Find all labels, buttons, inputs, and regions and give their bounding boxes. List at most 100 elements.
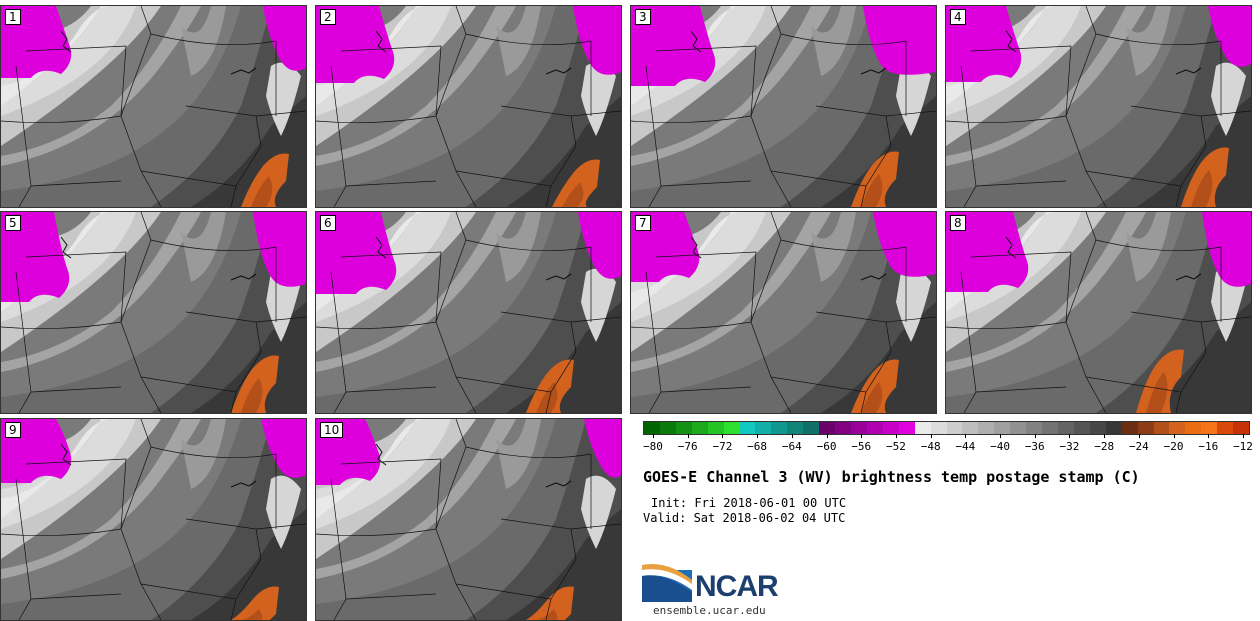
colorbar-swatch: [723, 422, 740, 434]
panel-member-label: 3: [635, 9, 651, 25]
satellite-map: [631, 6, 936, 207]
colorbar-swatch: [850, 422, 867, 434]
postage-stamp-panel: 6: [315, 211, 622, 414]
colorbar-swatch: [739, 422, 756, 434]
colorbar-tick-mark: [826, 434, 828, 438]
satellite-map: [946, 212, 1251, 413]
colorbar-tick-mark: [1034, 434, 1036, 438]
satellite-map: [316, 419, 621, 620]
colorbar: [643, 421, 1250, 435]
colorbar-swatch: [1026, 422, 1043, 434]
colorbar-swatch: [946, 422, 963, 434]
colorbar-swatch: [644, 422, 660, 434]
postage-stamp-panel: 2: [315, 5, 622, 208]
colorbar-swatch: [755, 422, 772, 434]
valid-time: Valid: Sat 2018-06-02 04 UTC: [643, 511, 846, 525]
colorbar-swatch: [898, 422, 915, 434]
colorbar-swatch: [675, 422, 692, 434]
colorbar-swatch: [1010, 422, 1027, 434]
colorbar-tick-mark: [1208, 434, 1210, 438]
postage-stamp-panel: 5: [0, 211, 307, 414]
colorbar-swatch: [1042, 422, 1058, 434]
postage-stamp-panel: 9: [0, 418, 307, 621]
panel-member-label: 5: [5, 215, 21, 231]
colorbar-tick-labels: −80 −76 −72 −68 −64 −60 −56 −52 −48 −44 −40 −36 −32 −…: [643, 440, 1253, 454]
colorbar-swatch: [1185, 422, 1202, 434]
colorbar-swatch: [914, 422, 931, 434]
ncar-logo-text: NCAR: [695, 570, 779, 603]
colorbar-tick-mark: [687, 434, 689, 438]
panel-member-label: 2: [320, 9, 336, 25]
colorbar-tick-mark: [895, 434, 897, 438]
colorbar-swatch: [1233, 422, 1250, 434]
panel-member-label: 8: [950, 215, 966, 231]
postage-stamp-panel: 8: [945, 211, 1252, 414]
postage-stamp-panel: 3: [630, 5, 937, 208]
colorbar-tick-label: −52: [886, 440, 906, 453]
postage-stamp-panel: 7: [630, 211, 937, 414]
colorbar-swatch: [691, 422, 708, 434]
init-time: Init: Fri 2018-06-01 00 UTC: [651, 496, 847, 510]
colorbar-swatch: [1153, 422, 1170, 434]
colorbar-swatch: [1121, 422, 1138, 434]
colorbar-tick-label: −44: [955, 440, 976, 453]
satellite-map: [631, 212, 936, 413]
colorbar-swatch: [835, 422, 851, 434]
satellite-map: [946, 6, 1251, 207]
colorbar-swatch: [1137, 422, 1154, 434]
colorbar-tick-label: −16: [1198, 440, 1219, 453]
site-url: ensemble.ucar.edu: [653, 604, 766, 617]
panel-member-label: 4: [950, 9, 966, 25]
colorbar-tick-label: −80: [643, 440, 663, 453]
colorbar-swatch: [962, 422, 979, 434]
colorbar-swatch: [978, 422, 995, 434]
colorbar-tick-mark: [722, 434, 724, 438]
postage-stamp-panel: 10: [315, 418, 622, 621]
panel-member-label: 6: [320, 215, 336, 231]
colorbar-tick-label: −28: [1094, 440, 1115, 453]
colorbar-tick-label: −40: [990, 440, 1010, 453]
colorbar-tick-label: −20: [1163, 440, 1184, 453]
colorbar-tick-mark: [965, 434, 967, 438]
panel-member-label: 7: [635, 215, 651, 231]
colorbar-tick-label: −56: [851, 440, 872, 453]
colorbar-swatch: [803, 422, 820, 434]
colorbar-swatch: [930, 422, 947, 434]
colorbar-tick-label: −60: [816, 440, 837, 453]
colorbar-tick-label: −76: [677, 440, 698, 453]
colorbar-tick-label: −68: [747, 440, 768, 453]
satellite-map: [316, 212, 621, 413]
colorbar-swatch: [994, 422, 1011, 434]
colorbar-tick-mark: [653, 434, 654, 438]
colorbar-tick-mark: [1173, 434, 1175, 438]
colorbar-tick-mark: [1069, 434, 1071, 438]
colorbar-swatch: [1089, 422, 1106, 434]
colorbar-tick-label: −48: [920, 440, 941, 453]
colorbar-tick-mark: [1104, 434, 1106, 438]
colorbar-swatch: [787, 422, 804, 434]
panel-member-label: 1: [5, 9, 21, 25]
satellite-map: [1, 212, 306, 413]
colorbar-swatch: [1073, 422, 1090, 434]
panel-member-label: 9: [5, 422, 21, 438]
colorbar-tick-mark: [1138, 434, 1140, 438]
satellite-map: [1, 6, 306, 207]
colorbar-tick-label: −36: [1024, 440, 1045, 453]
colorbar-tick-mark: [791, 434, 793, 438]
colorbar-swatch: [1201, 422, 1218, 434]
colorbar-swatch: [659, 422, 676, 434]
colorbar-swatch: [1057, 422, 1074, 434]
satellite-map: [316, 6, 621, 207]
colorbar-tick-mark: [757, 434, 759, 438]
colorbar-swatch: [866, 422, 883, 434]
ncar-logo-icon: [642, 564, 692, 602]
colorbar-tick-label: −24: [1128, 440, 1149, 453]
colorbar-tick-mark: [861, 434, 863, 438]
colorbar-swatch: [1217, 422, 1234, 434]
satellite-map: [1, 419, 306, 620]
colorbar-swatch: [707, 422, 724, 434]
postage-stamp-panel: 1: [0, 5, 307, 208]
colorbar-tick-label: −32: [1059, 440, 1080, 453]
colorbar-tick-mark: [1243, 434, 1244, 438]
colorbar-tick-label: −12: [1233, 440, 1253, 453]
